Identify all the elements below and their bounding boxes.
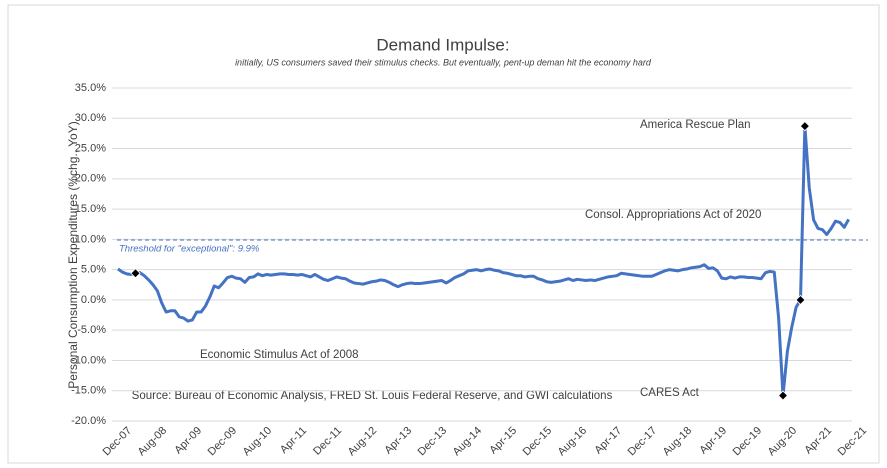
x-tick-label: Dec-17	[626, 425, 660, 459]
x-tick-label: Dec-21	[836, 425, 870, 459]
data-line	[117, 124, 850, 398]
y-tick-label: -20.0%	[71, 415, 106, 427]
y-tick-label: -5.0%	[77, 324, 106, 336]
event-marker	[777, 390, 789, 401]
chart-title: Demand Impulse:	[376, 35, 509, 54]
y-tick-label: 0.0%	[81, 294, 106, 306]
y-tick-label: 20.0%	[75, 173, 106, 185]
x-tick-label: Apr-17	[592, 425, 624, 457]
x-tick-label: Apr-13	[382, 425, 414, 457]
x-tick-label: Aug-16	[556, 425, 590, 459]
annotation: Economic Stimulus Act of 2008	[200, 349, 359, 361]
annotation: America Rescue Plan	[640, 119, 751, 131]
y-tick-label: 10.0%	[75, 233, 106, 245]
y-tick-label: -10.0%	[71, 354, 106, 366]
source-note: Source: Bureau of Economic Analysis, FRE…	[132, 390, 613, 402]
x-tick-label: Dec-15	[521, 425, 555, 459]
x-tick-label: Apr-09	[172, 425, 204, 457]
x-tick-label: Aug-14	[451, 425, 485, 459]
y-tick-label: -15.0%	[71, 385, 106, 397]
x-tick-label: Apr-15	[487, 425, 519, 457]
y-tick-label: 5.0%	[81, 264, 106, 276]
x-tick-label: Aug-10	[241, 425, 275, 459]
y-axis-label: Personal Consumption Expenditures (%chg.…	[66, 121, 80, 389]
x-tick-label: Dec-09	[206, 425, 240, 459]
x-tick-label: Aug-08	[136, 425, 170, 459]
event-marker	[130, 268, 141, 279]
y-tick-label: 30.0%	[75, 112, 106, 124]
x-tick-label: Apr-19	[697, 425, 729, 457]
x-tick-label: Aug-12	[346, 425, 380, 459]
x-tick-label: Apr-11	[278, 425, 309, 456]
x-tick-label: Dec-11	[311, 425, 344, 458]
x-tick-label: Dec-13	[416, 425, 450, 459]
chart-subtitle: initially, US consumers saved their stim…	[235, 57, 652, 67]
x-tick-label: Aug-20	[766, 425, 800, 459]
y-tick-label: 25.0%	[75, 142, 106, 154]
annotation: CARES Act	[640, 387, 700, 399]
annotation: Consol. Appropriations Act of 2020	[585, 209, 761, 221]
event-marker	[799, 121, 810, 132]
threshold-label: Threshold for "exceptional": 9.9%	[119, 243, 260, 254]
x-tick-label: Dec-07	[101, 425, 135, 459]
x-tick-label: Apr-21	[802, 425, 834, 457]
event-marker	[795, 294, 806, 305]
x-tick-label: Dec-19	[731, 425, 765, 459]
frame	[7, 4, 880, 464]
y-tick-label: 15.0%	[75, 203, 106, 215]
y-tick-label: 35.0%	[75, 82, 106, 94]
x-tick-label: Aug-18	[661, 425, 695, 459]
